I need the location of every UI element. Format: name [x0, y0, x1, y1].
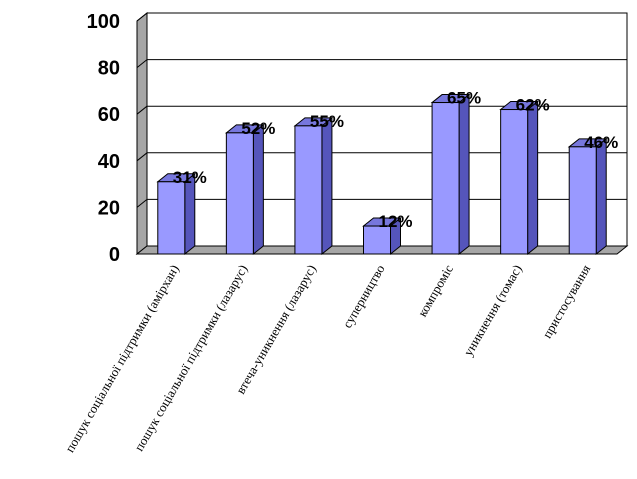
y-tick-label: 100	[87, 11, 120, 33]
bar-front	[568, 146, 597, 255]
bar	[156, 172, 197, 256]
bar-front	[363, 225, 391, 255]
bar	[293, 116, 334, 256]
bar	[499, 100, 540, 256]
gridline-side	[136, 12, 148, 22]
data-label: 55%	[310, 112, 344, 131]
bar-front	[294, 125, 323, 255]
bar	[362, 216, 402, 256]
y-tick-label: 20	[98, 197, 120, 219]
y-tick-label: 40	[98, 151, 120, 173]
bar-front	[431, 102, 460, 255]
data-label: 31%	[173, 168, 207, 187]
gridline-side	[136, 152, 148, 162]
data-label: 52%	[241, 119, 275, 138]
y-tick-label: 60	[98, 104, 120, 126]
bar-front	[225, 132, 254, 255]
data-label: 12%	[378, 212, 412, 231]
y-tick-label: 80	[98, 58, 120, 80]
x-tick-label: втеча-уникнення (лазарус)	[233, 262, 319, 396]
bar-side	[458, 93, 470, 256]
y-tick-label: 0	[109, 244, 120, 266]
side-wall	[136, 11, 148, 256]
bar	[430, 93, 471, 256]
x-tick-label: компроміс	[414, 262, 456, 319]
bars	[156, 93, 608, 256]
bar	[567, 137, 608, 256]
x-tick-label: пристосування	[539, 262, 593, 341]
x-tick-label: пошук соціальної підтримки (амірхан)	[62, 262, 182, 455]
x-tick-label: уникнення (томас)	[460, 262, 524, 358]
data-label: 46%	[584, 133, 618, 152]
bar	[224, 123, 265, 256]
gridline-side	[136, 59, 148, 68]
bar-side	[595, 137, 607, 256]
bar-front	[157, 181, 186, 255]
x-tick-label: суперництво	[339, 262, 387, 331]
data-label: 65%	[447, 89, 481, 108]
gridline-side	[136, 199, 148, 208]
data-label: 62%	[516, 96, 550, 115]
x-tick-label: пошук соціальної підтримки (лазарус)	[131, 262, 250, 454]
data-labels: 31% 52% 55% 12% 65% 62% 46%	[173, 89, 618, 231]
bar-front	[500, 109, 529, 255]
x-axis-ticks: пошук соціальної підтримки (амірхан)пошу…	[62, 262, 593, 455]
bar-side	[321, 116, 333, 256]
y-axis-ticks: 0 20 40 60 80 100	[87, 11, 120, 266]
bar-side	[252, 123, 264, 256]
bar-side	[527, 100, 539, 256]
gridline-side	[136, 105, 148, 115]
